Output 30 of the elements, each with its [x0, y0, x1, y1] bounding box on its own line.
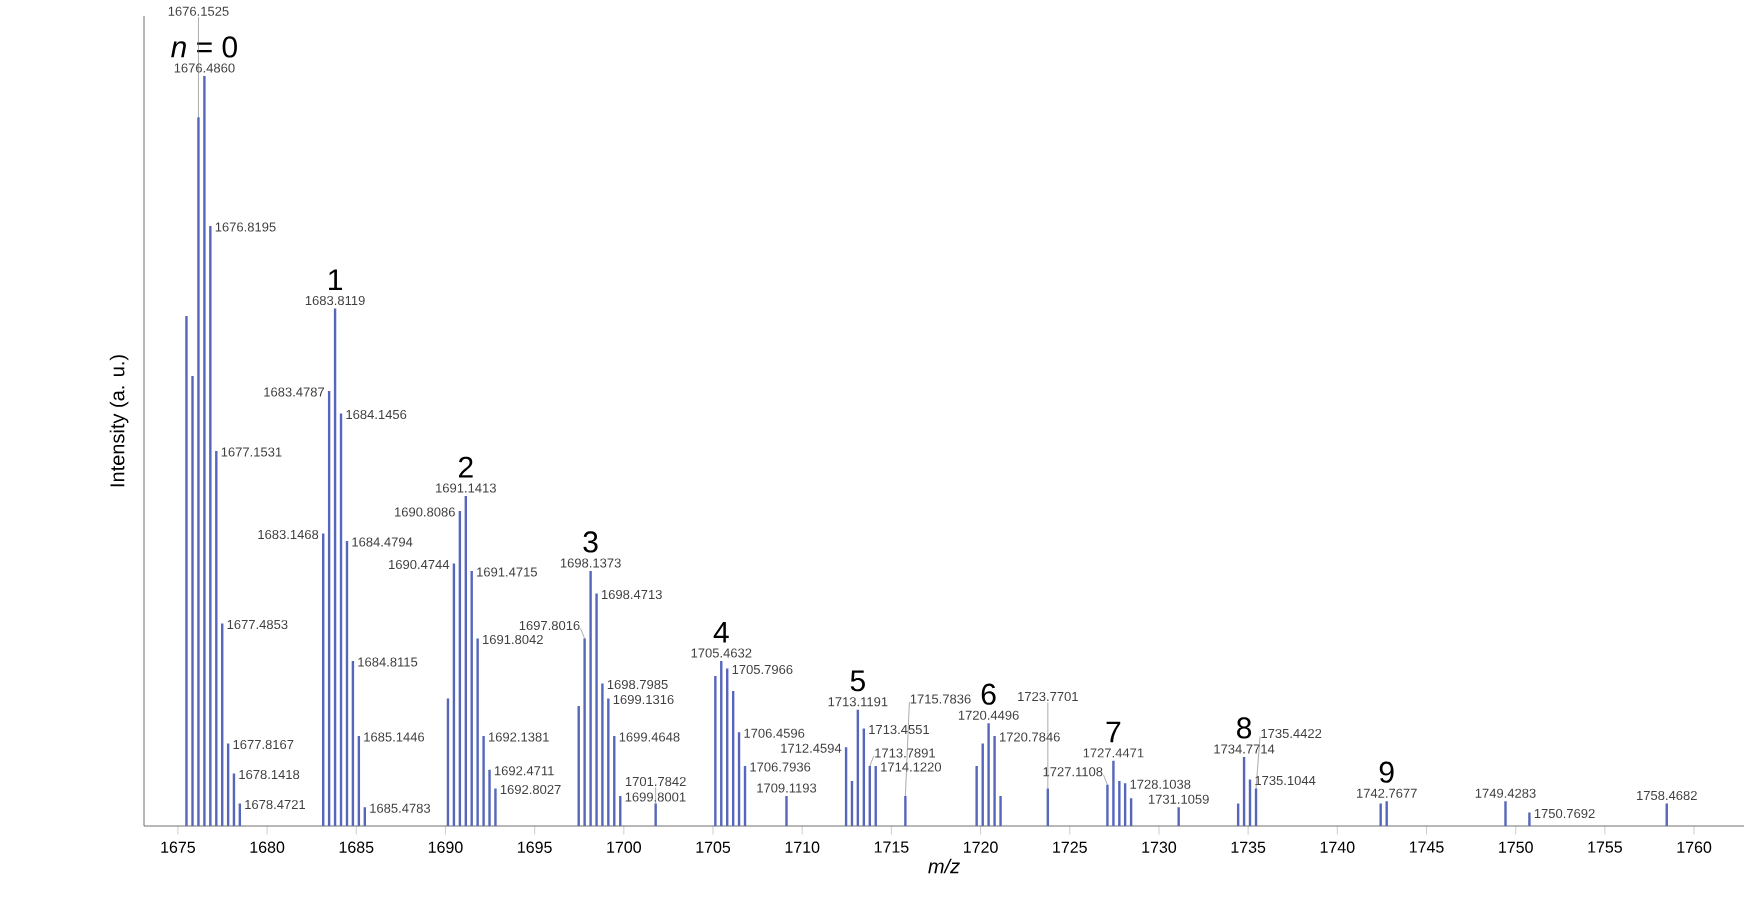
x-tick-label: 1710	[785, 841, 820, 853]
annotation: 1	[329, 269, 342, 291]
x-tick-label: 1705	[696, 841, 731, 853]
x-tick-label: 1730	[1142, 841, 1177, 853]
x-tick-label: 1680	[250, 841, 285, 853]
annotation: 9	[1379, 761, 1394, 783]
annotation: 2	[458, 456, 473, 478]
x-tick-label: 1695	[518, 841, 552, 853]
x-tick-label: 1745	[1409, 841, 1444, 853]
x-axis-title: m/z	[928, 858, 960, 874]
annotation: 8	[1237, 717, 1252, 739]
annotation: 4	[713, 621, 729, 643]
x-tick-label: 1685	[339, 841, 374, 853]
x-tick-label: 1750	[1499, 841, 1533, 853]
annotation: 7	[1106, 721, 1121, 743]
annotation: 5	[850, 670, 865, 692]
y-axis-title: Intensity (a. u.)	[109, 355, 129, 487]
x-tick-label: 1720	[964, 841, 998, 853]
x-tick-label: 1690	[428, 841, 463, 853]
annotation: n = 0	[171, 36, 237, 58]
x-tick-label: 1675	[161, 841, 196, 853]
annotation: 6	[981, 683, 996, 705]
x-tick-label: 1760	[1677, 841, 1712, 853]
x-tick-label: 1700	[607, 841, 641, 853]
x-tick-label: 1735	[1231, 841, 1266, 853]
x-tick-label: 1715	[874, 841, 909, 853]
x-tick-label: 1725	[1053, 841, 1087, 853]
x-tick-label: 1755	[1588, 841, 1622, 853]
x-tick-label: 1740	[1320, 841, 1355, 853]
annotation: 3	[583, 531, 598, 553]
